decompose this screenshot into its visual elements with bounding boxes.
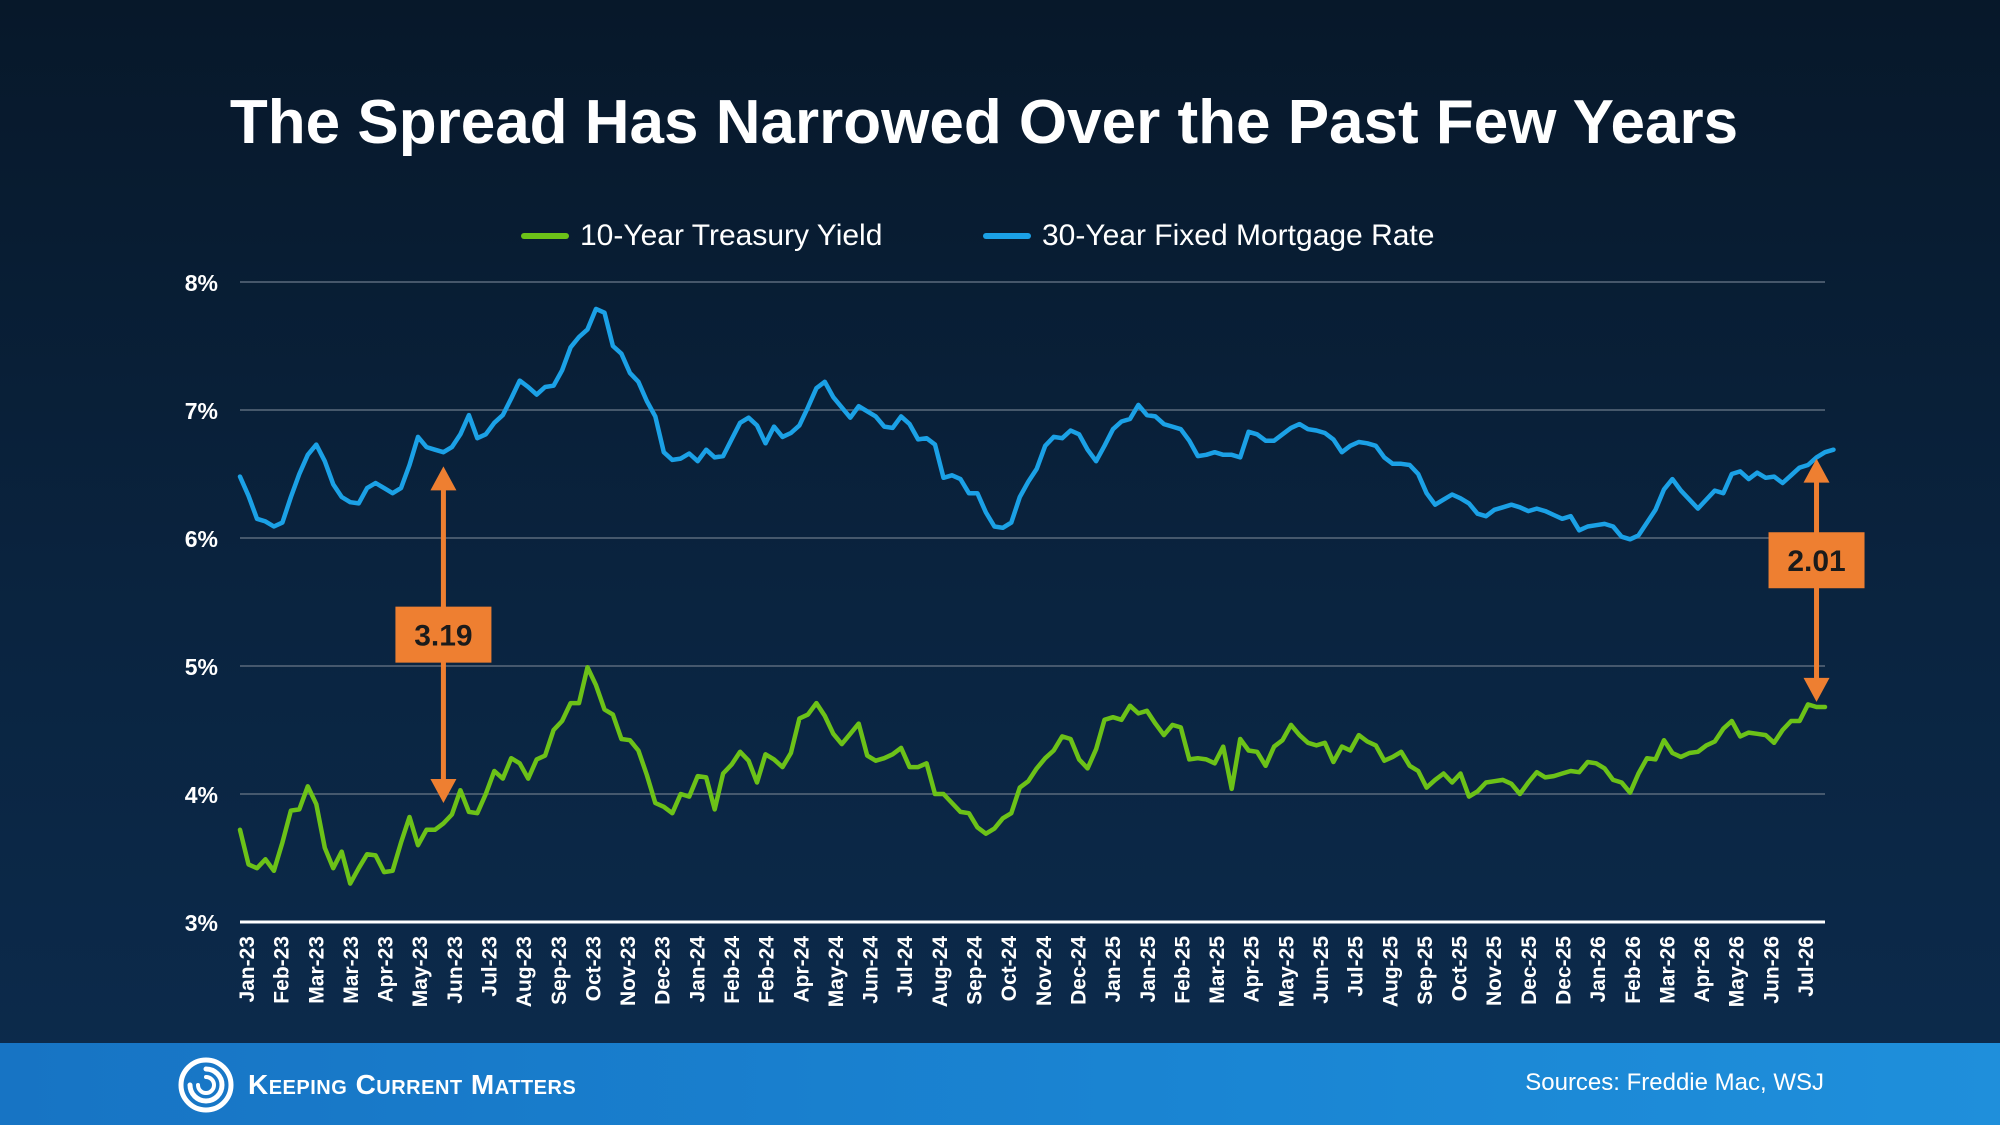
- x-tick-label: Jun-25: [1310, 936, 1333, 1004]
- x-tick-label: Feb-24: [756, 936, 779, 1004]
- x-tick-label: Apr-25: [1241, 936, 1264, 1003]
- spread-label-box: [1768, 532, 1865, 589]
- x-tick-label: Apr-24: [790, 936, 813, 1003]
- y-tick-label: 7%: [185, 398, 218, 424]
- x-tick-label: Jul-23: [479, 936, 502, 997]
- spread-annotations: 3.19 2.01: [395, 458, 1865, 803]
- x-tick-label: Oct-25: [1449, 936, 1472, 1002]
- x-tick-label: Dec-25: [1552, 936, 1575, 1005]
- spread-arrow-head-down: [1803, 677, 1830, 702]
- x-tick-label: Nov-24: [1033, 936, 1056, 1006]
- x-tick-label: Mar-26: [1656, 936, 1679, 1004]
- spread-arrow-head-down: [430, 778, 457, 803]
- x-tick-label: Oct-23: [582, 936, 605, 1001]
- x-tick-label: Jun-23: [444, 936, 467, 1004]
- x-tick-label: Dec-25: [1518, 936, 1541, 1005]
- x-tick-label: Sep-25: [1414, 936, 1437, 1005]
- x-tick-label: Feb-26: [1622, 936, 1645, 1004]
- spread-label: 2.01: [1787, 545, 1845, 578]
- x-tick-label: Feb-24: [721, 936, 744, 1004]
- legend-label-treasury: 10-Year Treasury Yield: [580, 219, 882, 252]
- chart-title: The Spread Has Narrowed Over the Past Fe…: [230, 88, 1738, 157]
- y-tick-label: 5%: [185, 654, 218, 680]
- x-tick-label: Oct-24: [998, 936, 1021, 1002]
- x-tick-label: Feb-23: [271, 936, 294, 1004]
- y-tick-label: 4%: [185, 782, 218, 808]
- kcm-swirl-icon: [178, 1057, 234, 1113]
- legend: 10-Year Treasury Yield 30-Year Fixed Mor…: [521, 219, 1434, 252]
- x-tick-label: Aug-23: [513, 936, 536, 1007]
- x-tick-label: Jan-23: [236, 936, 259, 1003]
- x-tick-label: Sep-23: [548, 936, 571, 1005]
- x-tick-label: Sep-24: [964, 936, 987, 1005]
- x-tick-label: Aug-25: [1379, 936, 1402, 1007]
- x-tick-label: Jun-24: [860, 936, 883, 1004]
- x-tick-label: May-23: [409, 936, 432, 1007]
- x-tick-label: Dec-23: [652, 936, 675, 1005]
- y-tick-label: 3%: [185, 910, 218, 936]
- x-tick-label: Mar-25: [1206, 936, 1229, 1004]
- x-tick-label: Mar-23: [340, 936, 363, 1004]
- x-tick-label: Jan-26: [1587, 936, 1610, 1003]
- spread-label-box: [395, 606, 492, 663]
- spread-label: 3.19: [414, 620, 472, 653]
- x-tick-label: Apr-23: [375, 936, 398, 1003]
- x-tick-label: Dec-24: [1067, 936, 1090, 1005]
- x-tick-label: Mar-23: [305, 936, 328, 1004]
- series-line-mortgage: [237, 306, 1836, 542]
- y-tick-label: 8%: [185, 270, 218, 296]
- footer-bar: Keeping Current Matters Sources: Freddie…: [0, 1043, 2000, 1125]
- x-tick-label: Jan-24: [686, 936, 709, 1003]
- x-tick-label: Aug-24: [929, 936, 952, 1007]
- x-tick-label: Apr-26: [1691, 936, 1714, 1003]
- x-tick-label: Jun-26: [1760, 936, 1783, 1004]
- x-tick-label: Nov-23: [617, 936, 640, 1006]
- x-tick-label: Jul-25: [1345, 936, 1368, 997]
- x-tick-label: May-26: [1726, 936, 1749, 1007]
- series-line-treasury: [237, 665, 1828, 886]
- x-tick-label: Feb-25: [1171, 936, 1194, 1004]
- series-lines: [237, 306, 1836, 886]
- x-tick-label: Jan-25: [1137, 936, 1160, 1003]
- x-tick-label: Jul-24: [894, 936, 917, 997]
- y-axis-ticks: 3% 4% 5% 6% 7% 8%: [185, 270, 218, 936]
- x-tick-label: Nov-25: [1483, 936, 1506, 1006]
- spread-arrow-head-up: [430, 466, 457, 491]
- brand-logo: Keeping Current Matters: [178, 1057, 576, 1113]
- legend-label-mortgage: 30-Year Fixed Mortgage Rate: [1042, 219, 1434, 252]
- x-tick-label: May-25: [1275, 936, 1298, 1008]
- x-axis-ticks: Jan-23 Feb-23 Mar-23 Mar-23 Apr-23 May-23 Jun-…: [236, 936, 1818, 1008]
- x-tick-label: Jan-25: [1102, 936, 1125, 1003]
- brand-name: Keeping Current Matters: [248, 1069, 577, 1100]
- gridlines: [240, 281, 1825, 924]
- chart: The Spread Has Narrowed Over the Past Fe…: [185, 88, 1865, 1008]
- x-tick-label: May-24: [825, 936, 848, 1008]
- sources-note: Sources: Freddie Mac, WSJ: [1525, 1069, 1824, 1096]
- y-tick-label: 6%: [185, 526, 218, 552]
- spread-arrow-head-up: [1803, 458, 1830, 483]
- x-tick-label: Jul-26: [1795, 936, 1818, 997]
